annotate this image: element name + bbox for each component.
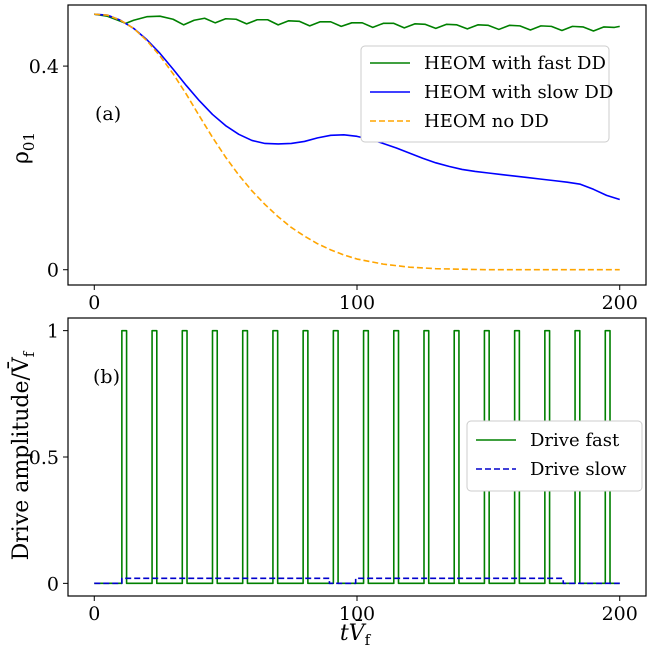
panel-a-series-3-line bbox=[94, 13, 620, 271]
panel-a-xtick-label: 0 bbox=[88, 292, 100, 314]
panel-a-ytick-label: 0.4 bbox=[29, 56, 59, 78]
panel-a-legend-label-1: HEOM with fast DD bbox=[424, 53, 606, 74]
panel-b-xtick-label: 100 bbox=[339, 603, 375, 625]
panel-b-series-2-line bbox=[94, 577, 620, 585]
panel-b-ytick-label: 0.5 bbox=[29, 447, 59, 469]
panel-a-legend-label-2: HEOM with slow DD bbox=[424, 82, 613, 103]
panel-a-legend-label-3: HEOM no DD bbox=[424, 111, 549, 132]
panel-b-ytick-label: 1 bbox=[47, 321, 59, 343]
panel-b-xtick-label: 200 bbox=[602, 603, 638, 625]
panel-a-series-1-line bbox=[94, 13, 620, 32]
panel-a-label: (a) bbox=[95, 103, 121, 125]
panel-b-ylabel: Drive amplitude/V̄f bbox=[7, 350, 38, 560]
panel-b: 0 100 200 0 0.5 1 (b) Drive amplitude/V̄f tV̄… bbox=[7, 317, 647, 649]
panel-b-xtick-label: 0 bbox=[88, 603, 100, 625]
panel-a-legend: HEOM with fast DD HEOM with slow DD HEOM n… bbox=[360, 45, 613, 143]
panel-a-series bbox=[94, 13, 620, 271]
panel-a-series-2-line bbox=[94, 13, 620, 201]
panel-a-ylabel: ρ01 bbox=[9, 132, 38, 164]
panel-b-legend: Drive fast Drive slow bbox=[466, 420, 643, 492]
panel-b-legend-label-2: Drive slow bbox=[530, 459, 627, 480]
panel-a-xtick-label: 100 bbox=[339, 292, 375, 314]
panel-a-ticks: 0 100 200 0 0.4 bbox=[29, 56, 638, 314]
panel-a-legend-box bbox=[360, 45, 610, 143]
panel-b-label: (b) bbox=[93, 366, 120, 388]
panel-b-ticks: 0 100 200 0 0.5 1 bbox=[29, 321, 638, 625]
panel-b-legend-label-1: Drive fast bbox=[530, 430, 620, 451]
panel-b-legend-box bbox=[466, 420, 643, 492]
panel-b-xlabel: tV̄f bbox=[340, 619, 372, 649]
panel-a-ytick-label: 0 bbox=[47, 260, 59, 282]
panel-a-xtick-label: 200 bbox=[602, 292, 638, 314]
panel-b-ytick-label: 0 bbox=[47, 573, 59, 595]
